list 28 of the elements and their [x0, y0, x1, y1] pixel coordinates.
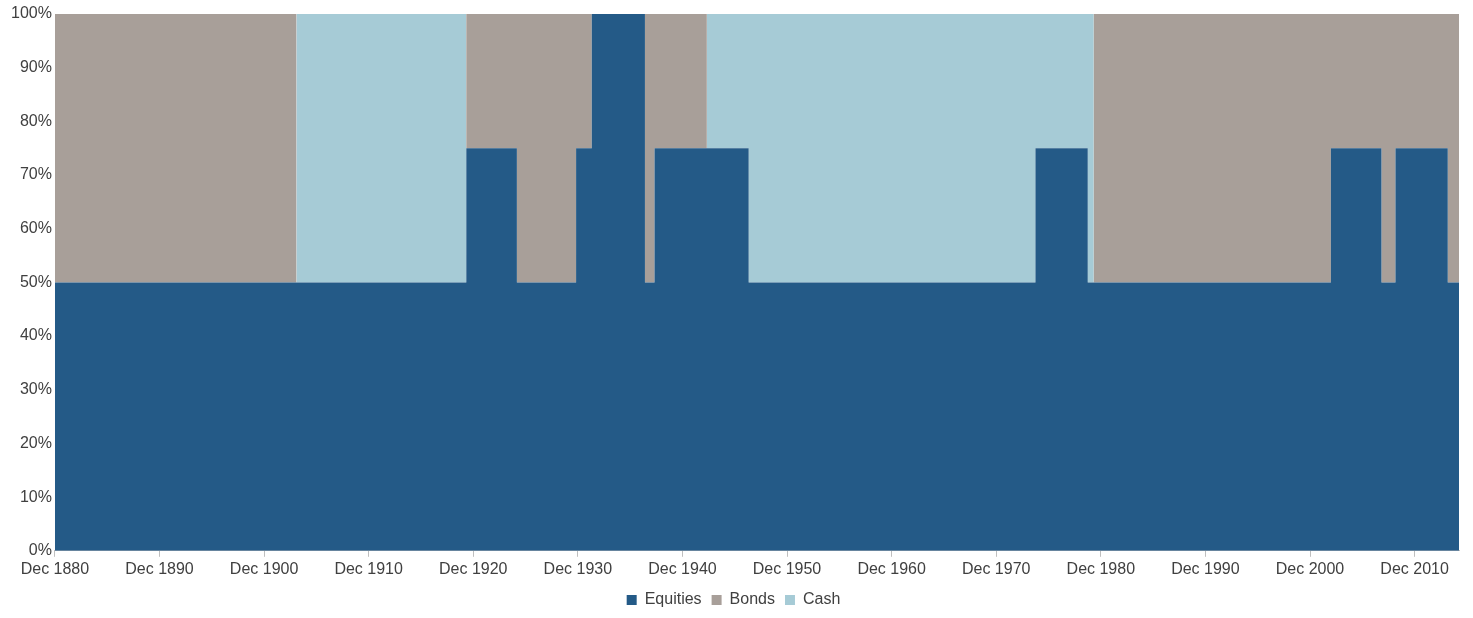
y-tick-label: 0%	[28, 541, 52, 559]
x-tick-label: Dec 2000	[1275, 559, 1345, 577]
x-tick-label: Dec 1920	[439, 559, 508, 577]
x-tick-label: Dec 1890	[125, 559, 194, 577]
y-tick-label: 30%	[19, 380, 52, 398]
y-tick-label: 60%	[19, 219, 52, 237]
x-tick-label: Dec 1970	[961, 559, 1031, 577]
x-tick-label: Dec 1980	[1066, 559, 1136, 577]
x-tick-label: Dec 1940	[648, 559, 717, 577]
x-tick-label: Dec 1960	[857, 559, 926, 577]
x-tick-label: Dec 2010	[1380, 559, 1449, 577]
y-tick-label: 10%	[19, 487, 52, 505]
x-tick-label: Dec 1930	[543, 559, 613, 577]
legend-label: Cash	[802, 590, 841, 608]
legend-label: Equities	[644, 590, 702, 608]
legend-label: Bonds	[729, 590, 775, 608]
y-tick-label: 40%	[19, 326, 52, 344]
x-tick-label: Dec 1990	[1171, 559, 1240, 577]
y-tick-label: 90%	[19, 58, 52, 76]
x-tick-label: Dec 1950	[752, 559, 822, 577]
y-tick-label: 100%	[11, 4, 52, 22]
y-tick-label: 20%	[19, 433, 52, 451]
x-tick-label: Dec 1900	[229, 559, 299, 577]
y-tick-label: 50%	[19, 272, 52, 290]
y-tick-label: 70%	[19, 165, 52, 183]
x-tick-label: Dec 1880	[20, 559, 90, 577]
x-tick-label: Dec 1910	[334, 559, 403, 577]
y-tick-label: 80%	[19, 111, 52, 129]
